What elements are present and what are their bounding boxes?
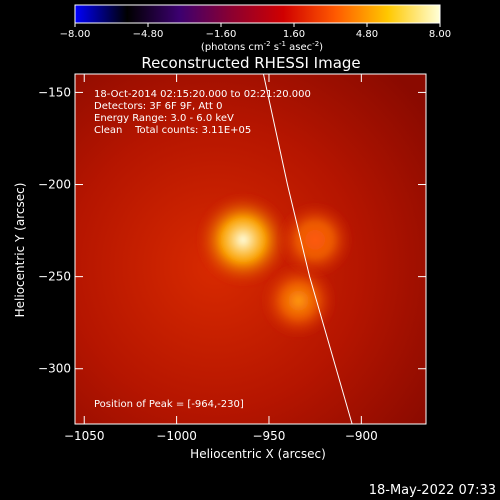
colorbar-tick-label: 8.00	[429, 29, 451, 40]
y-tick-label: −150	[38, 85, 71, 99]
emission-source	[276, 201, 354, 279]
colorbar-tick-label: −4.80	[133, 29, 164, 40]
y-tick-label: −250	[38, 270, 71, 284]
footer-timestamp: 18-May-2022 07:33	[369, 483, 496, 498]
y-tick-label: −300	[38, 362, 71, 376]
plot-area: −1050 −1000 −950 −900 −150 −200 −250 −300	[38, 73, 427, 443]
colorbar-tick-label: −8.00	[60, 29, 91, 40]
x-tick-label: −1000	[156, 429, 197, 443]
peak-position-label: Position of Peak = [-964,-230]	[94, 399, 244, 410]
colorbar	[74, 4, 441, 24]
emission-source	[195, 191, 292, 288]
annotation-time-range: 18-Oct-2014 02:15:20.000 to 02:21:20.000	[94, 89, 311, 100]
emission-source	[260, 262, 337, 340]
colorbar-tick-label: 1.60	[283, 29, 305, 40]
colorbar-tick-label: −1.60	[206, 29, 237, 40]
colorbar-unit-label: (photons cm-2 s-1 asec-2)	[201, 40, 323, 53]
colorbar-ticks: −8.00 −4.80 −1.60 1.60 4.80 8.00	[60, 23, 451, 40]
annotation-block: 18-Oct-2014 02:15:20.000 to 02:21:20.000…	[94, 89, 311, 136]
annotation-detectors: Detectors: 3F 6F 9F, Att 0	[94, 101, 222, 112]
y-axis-label: Heliocentric Y (arcsec)	[13, 183, 27, 318]
chart-title: Reconstructed RHESSI Image	[141, 54, 360, 72]
axis-ticks: −1050 −1000 −950 −900 −150 −200 −250 −300	[38, 74, 426, 443]
x-tick-label: −950	[252, 429, 285, 443]
annotation-energy-range: Energy Range: 3.0 - 6.0 keV	[94, 113, 234, 124]
solar-limb-line	[262, 73, 353, 425]
annotation-counts: Clean Total counts: 3.11E+05	[94, 125, 251, 136]
x-tick-label: −900	[345, 429, 378, 443]
plot-frame	[74, 73, 427, 425]
x-axis-label: Heliocentric X (arcsec)	[190, 447, 326, 461]
colorbar-tick-label: 4.80	[356, 29, 378, 40]
x-tick-label: −1050	[64, 429, 105, 443]
y-tick-label: −200	[38, 178, 71, 192]
